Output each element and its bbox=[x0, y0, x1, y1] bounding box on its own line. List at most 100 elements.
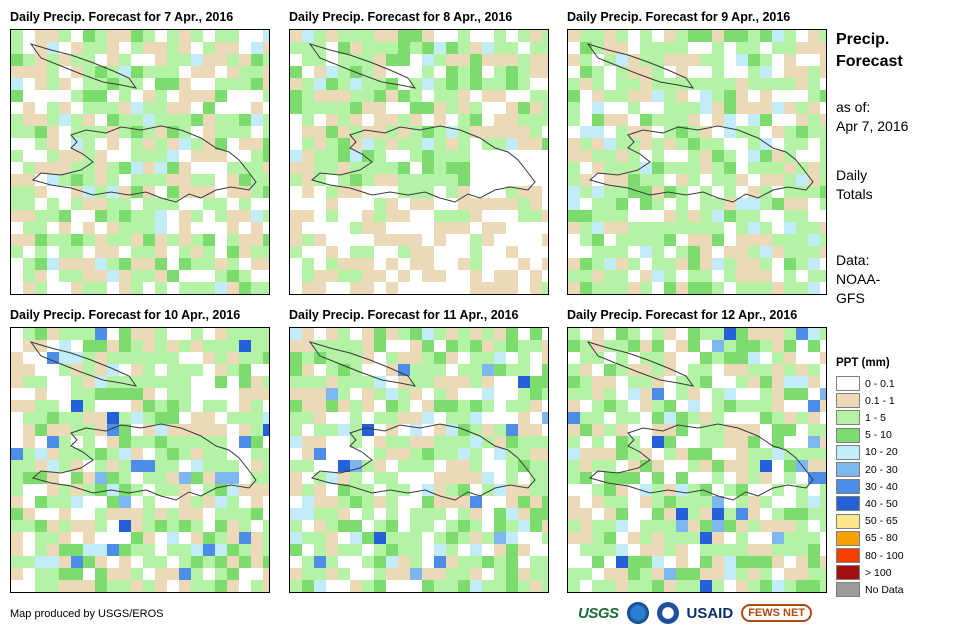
precip-cell bbox=[23, 258, 35, 270]
precip-cell bbox=[580, 508, 592, 520]
precip-cell bbox=[712, 222, 724, 234]
precip-cell bbox=[446, 90, 458, 102]
precip-cell bbox=[374, 388, 386, 400]
precip-cell bbox=[191, 568, 203, 580]
precip-cell bbox=[83, 400, 95, 412]
precip-cell bbox=[215, 364, 227, 376]
precip-cell bbox=[446, 150, 458, 162]
precip-cell bbox=[203, 42, 215, 54]
legend-swatch bbox=[836, 462, 860, 477]
precip-cell bbox=[652, 78, 664, 90]
precip-cell bbox=[374, 460, 386, 472]
precip-cell bbox=[796, 174, 808, 186]
precip-cell bbox=[808, 246, 820, 258]
precip-cell bbox=[604, 448, 616, 460]
precip-cell bbox=[458, 460, 470, 472]
precip-cell bbox=[350, 412, 362, 424]
precip-cell bbox=[410, 388, 422, 400]
precip-cell bbox=[302, 90, 314, 102]
cuba-coastline bbox=[586, 43, 695, 89]
precip-cell bbox=[11, 400, 23, 412]
precip-cell bbox=[470, 258, 482, 270]
precip-cell bbox=[251, 222, 263, 234]
precip-cell bbox=[179, 436, 191, 448]
precip-cell bbox=[290, 436, 302, 448]
precip-cell bbox=[760, 340, 772, 352]
precip-cell bbox=[314, 174, 326, 186]
precip-cell bbox=[676, 544, 688, 556]
precip-cell bbox=[796, 496, 808, 508]
precip-cell bbox=[628, 328, 640, 340]
precip-cell bbox=[592, 162, 604, 174]
precip-cell bbox=[167, 42, 179, 54]
precip-cell bbox=[143, 42, 155, 54]
precip-cell bbox=[446, 400, 458, 412]
precip-cell bbox=[314, 556, 326, 568]
precip-cell bbox=[772, 436, 784, 448]
precip-cell bbox=[688, 162, 700, 174]
precip-cell bbox=[131, 114, 143, 126]
precip-cell bbox=[640, 496, 652, 508]
precip-cell bbox=[362, 150, 374, 162]
precip-cell bbox=[760, 78, 772, 90]
precip-cell bbox=[530, 520, 542, 532]
precip-cell bbox=[410, 90, 422, 102]
precip-cell bbox=[712, 496, 724, 508]
precip-cell bbox=[748, 496, 760, 508]
precip-cell bbox=[652, 520, 664, 532]
precip-cell bbox=[518, 400, 530, 412]
precip-cell bbox=[239, 532, 251, 544]
precip-cell bbox=[107, 508, 119, 520]
legend-item: 65 - 80 bbox=[836, 530, 898, 547]
precip-cell bbox=[616, 30, 628, 42]
precip-cell bbox=[640, 66, 652, 78]
precip-cell bbox=[518, 352, 530, 364]
precip-cell bbox=[736, 270, 748, 282]
precip-cell bbox=[155, 448, 167, 460]
precip-cell bbox=[700, 234, 712, 246]
precip-cell bbox=[422, 270, 434, 282]
precip-cell bbox=[119, 114, 131, 126]
precip-cell bbox=[494, 54, 506, 66]
precip-cell bbox=[568, 210, 580, 222]
precip-cell bbox=[227, 568, 239, 580]
precip-cell bbox=[628, 556, 640, 568]
precip-cell bbox=[143, 162, 155, 174]
precip-cell bbox=[263, 448, 269, 460]
precip-cell bbox=[470, 520, 482, 532]
precip-cell bbox=[652, 258, 664, 270]
precip-cell bbox=[71, 484, 83, 496]
precip-cell bbox=[302, 328, 314, 340]
precip-cell bbox=[251, 412, 263, 424]
precip-cell bbox=[203, 282, 215, 294]
precip-cell bbox=[386, 138, 398, 150]
precip-cell bbox=[796, 102, 808, 114]
precip-cell bbox=[263, 138, 269, 150]
precip-cell bbox=[688, 328, 700, 340]
precip-cell bbox=[784, 282, 796, 294]
precip-cell bbox=[251, 66, 263, 78]
precip-cell bbox=[580, 54, 592, 66]
precip-cell bbox=[227, 186, 239, 198]
precip-cell bbox=[47, 352, 59, 364]
precip-cell bbox=[410, 568, 422, 580]
precip-cell bbox=[107, 174, 119, 186]
precip-cell bbox=[592, 484, 604, 496]
precip-cell bbox=[314, 54, 326, 66]
precip-cell bbox=[772, 340, 784, 352]
precip-cell bbox=[239, 138, 251, 150]
precip-cell bbox=[191, 30, 203, 42]
precip-cell bbox=[350, 174, 362, 186]
precip-cell bbox=[482, 352, 494, 364]
precip-cell bbox=[652, 186, 664, 198]
precip-cell bbox=[784, 210, 796, 222]
precip-cell bbox=[227, 556, 239, 568]
precip-cell bbox=[143, 90, 155, 102]
precip-cell bbox=[107, 66, 119, 78]
precip-cell bbox=[434, 424, 446, 436]
legend-item: > 100 bbox=[836, 564, 892, 581]
precip-cell bbox=[446, 352, 458, 364]
precip-cell bbox=[203, 246, 215, 258]
precip-cell bbox=[518, 210, 530, 222]
precip-cell bbox=[712, 568, 724, 580]
